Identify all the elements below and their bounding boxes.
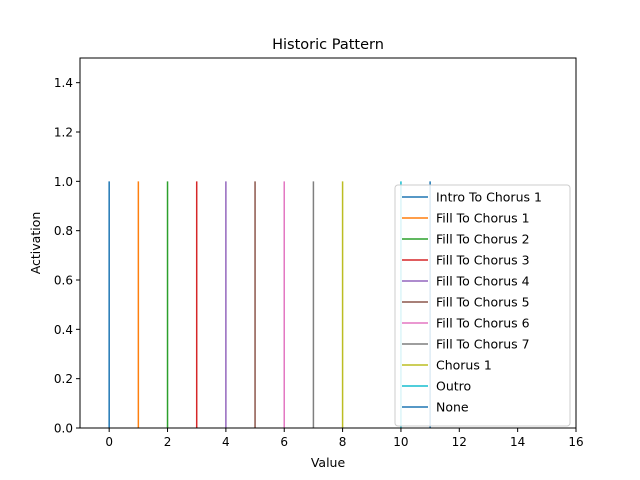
legend-box [394,184,571,427]
legend-entry-label: None [436,400,469,415]
legend-entry-label: Fill To Chorus 1 [436,211,530,226]
legend-entry-label: Fill To Chorus 4 [436,274,530,289]
legend-entry-label: Intro To Chorus 1 [436,190,542,205]
x-tick-label: 6 [280,435,288,449]
y-tick-label: 0.4 [54,323,73,337]
y-tick-label: 0.2 [54,372,73,386]
y-tick-label: 1.2 [54,126,73,140]
x-tick-label: 10 [393,435,408,449]
legend-entry-label: Fill To Chorus 3 [436,253,530,268]
x-tick-label: 0 [105,435,113,449]
y-axis-label: Activation [28,212,43,275]
x-tick-label: 16 [568,435,583,449]
x-axis-label: Value [311,455,346,470]
y-tick-label: 1.4 [54,76,73,90]
x-tick-label: 12 [452,435,467,449]
x-tick-label: 4 [222,435,230,449]
legend-entry-label: Fill To Chorus 2 [436,232,530,247]
y-tick-label: 0.8 [54,224,73,238]
y-tick-label: 1.0 [54,175,73,189]
legend: Intro To Chorus 1 Fill To Chorus 1 Fill To… [394,184,571,427]
legend-entry-label: Fill To Chorus 7 [436,337,530,352]
x-tick-label: 2 [164,435,172,449]
legend-entry-label: Fill To Chorus 6 [436,316,530,331]
legend-entry-label: Chorus 1 [436,358,492,373]
y-tick-label: 0.6 [54,274,73,288]
ticks-layer: 0 2 4 6 8 10 12 14 16 0.0 0.2 0.4 0.6 0.8 1.0 1.2 1.4 [54,76,584,449]
plot-frame [79,57,577,429]
legend-entry-label: Fill To Chorus 5 [436,295,530,310]
legend-entry-label: Outro [436,379,471,394]
x-tick-label: 14 [510,435,525,449]
y-tick-label: 0.0 [54,422,73,436]
chart-title: Historic Pattern [272,37,384,53]
x-tick-label: 8 [339,435,347,449]
